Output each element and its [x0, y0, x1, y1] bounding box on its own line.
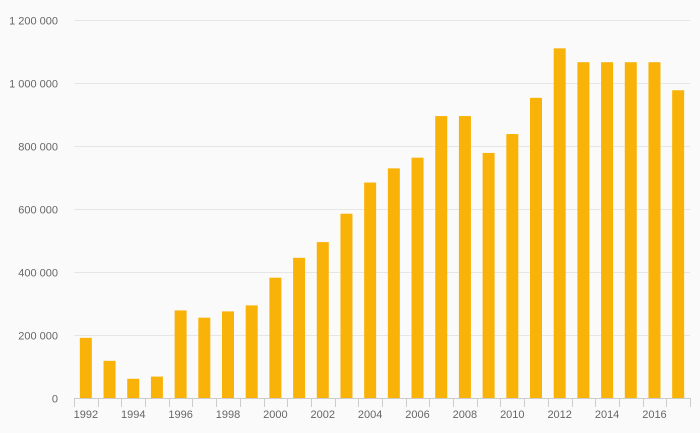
bar-1998	[222, 311, 234, 399]
y-tick-label: 400 000	[18, 268, 58, 280]
x-tick-label: 1998	[216, 409, 240, 421]
bar-2012	[553, 48, 566, 398]
x-tick-label: 2014	[595, 409, 619, 421]
bars	[79, 48, 685, 399]
y-axis-labels: 0 200 000 400 000 600 000 800 000 1 000 000 1 …	[9, 16, 58, 406]
y-tick-label: 0	[52, 394, 58, 406]
bar-2007	[435, 116, 448, 398]
bar-1996	[174, 310, 187, 398]
x-axis-labels: 1992 1994 1996 1998 2000 2002 2004 2006 2008 2010…	[74, 409, 667, 421]
bar-1997	[198, 317, 211, 398]
x-tick-label: 1994	[121, 409, 145, 421]
y-tick-label: 800 000	[18, 142, 58, 154]
bar-1994	[127, 378, 140, 398]
x-tick-label: 1992	[74, 409, 98, 421]
bar-2008	[458, 116, 471, 398]
x-tick-label: 2000	[263, 409, 287, 421]
y-tick-label: 1 000 000	[9, 79, 58, 91]
y-tick-label: 1 200 000	[9, 16, 58, 28]
bar-2016	[648, 62, 661, 399]
x-tick-label: 2016	[642, 409, 666, 421]
bar-2017	[672, 90, 685, 398]
x-tick-label: 2010	[500, 409, 524, 421]
x-tick-label: 2008	[453, 409, 477, 421]
x-axis	[74, 398, 691, 407]
bar-1992	[79, 337, 92, 398]
x-tick-label: 2012	[547, 409, 571, 421]
bar-2005	[387, 168, 400, 398]
grid-lines	[74, 20, 690, 336]
bar-2010	[506, 134, 519, 398]
bar-1993	[103, 360, 116, 398]
x-tick-label: 2004	[358, 409, 382, 421]
bar-2014	[601, 62, 614, 399]
y-tick-label: 200 000	[18, 331, 58, 343]
x-tick-label: 2006	[405, 409, 429, 421]
bar-2003	[340, 213, 353, 398]
x-tick-label: 2002	[311, 409, 335, 421]
bar-2015	[624, 62, 637, 399]
bar-2002	[316, 242, 329, 398]
bar-2009	[482, 152, 495, 398]
bar-2004	[364, 182, 377, 398]
bar-1999	[245, 305, 258, 398]
bar-2001	[293, 257, 306, 398]
x-tick-label: 1996	[168, 409, 192, 421]
bar-1995	[150, 376, 163, 398]
bar-2006	[411, 157, 424, 398]
y-tick-label: 600 000	[18, 205, 58, 217]
bar-2013	[577, 62, 590, 399]
bar-2000	[269, 277, 282, 398]
bar-2011	[530, 97, 542, 398]
